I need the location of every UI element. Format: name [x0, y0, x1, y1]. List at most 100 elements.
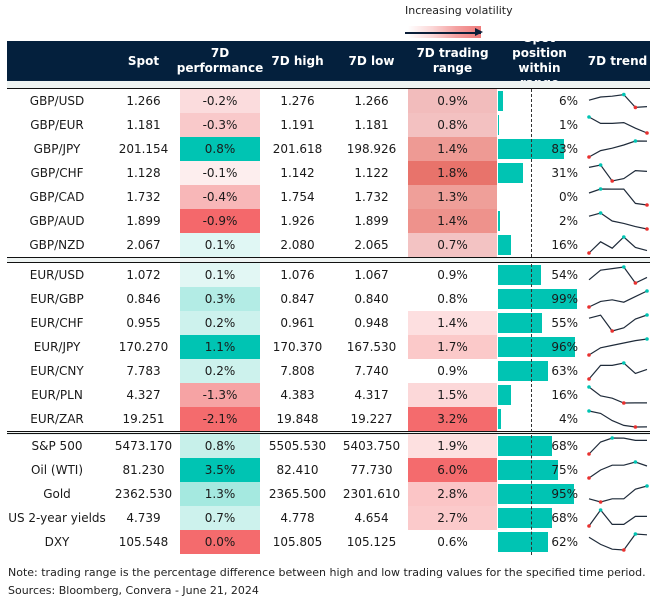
instrument-name: EUR/CHF [30, 316, 84, 330]
table-row: US 2-year yields 4.739 0.7% 4.778 4.654 … [7, 506, 650, 530]
low-value: 0.948 [354, 316, 389, 330]
high-value: 4.383 [280, 388, 315, 402]
low-value: 2301.610 [342, 487, 401, 501]
sparkline [586, 289, 649, 309]
performance-cell: 0.1% [180, 233, 260, 257]
instrument-name: GBP/USD [29, 94, 85, 108]
low-value: 105.125 [346, 535, 397, 549]
position-bar [498, 115, 499, 135]
performance-cell: -0.1% [180, 161, 260, 185]
table-row: EUR/USD 1.072 0.1% 1.076 1.067 0.9% 54% [7, 263, 650, 287]
trend-line [588, 314, 647, 332]
trend-cell [585, 263, 650, 287]
position-bar [498, 265, 542, 285]
performance-cell: 0.1% [180, 263, 260, 287]
low-value: 7.740 [354, 364, 389, 378]
high-value: 5505.530 [268, 439, 327, 453]
sparkline [586, 508, 647, 528]
trend-line [588, 338, 647, 356]
high-value: 201.618 [272, 142, 323, 156]
position-cell: 31% [497, 161, 582, 185]
low-value: 4.654 [354, 511, 389, 525]
instrument-name: DXY [44, 535, 70, 549]
position-cell: 1% [497, 113, 582, 137]
high-value: 1.754 [280, 190, 315, 204]
high-value: 19.848 [276, 412, 319, 426]
position-bar [498, 385, 511, 405]
position-cell: 75% [497, 458, 582, 482]
trend-high-point [598, 163, 602, 167]
position-cell: 6% [497, 89, 582, 113]
trend-low-point [586, 305, 591, 309]
position-bar [498, 508, 553, 528]
instrument-name: GBP/AUD [29, 214, 85, 228]
sparkline [586, 385, 647, 405]
position-label: 31% [551, 166, 578, 180]
position-bar [498, 313, 542, 333]
position-label: 55% [551, 316, 578, 330]
performance-cell: -0.3% [180, 113, 260, 137]
sparkline [586, 235, 647, 255]
position-label: 2% [558, 214, 578, 228]
position-label: 0% [558, 190, 578, 204]
spot-value: 0.955 [126, 316, 161, 330]
trend-line [588, 509, 647, 527]
trend-low-point [586, 353, 591, 357]
range-cell: 1.9% [408, 434, 497, 458]
range-cell: 0.9% [408, 89, 497, 113]
sparkline [586, 409, 647, 429]
table-row: EUR/ZAR 19.251 -2.1% 19.848 19.227 3.2% … [7, 407, 650, 431]
position-label: 54% [551, 268, 578, 282]
position-label: 16% [551, 388, 578, 402]
range-cell: 3.2% [408, 407, 497, 431]
trend-line [588, 437, 647, 455]
trend-high-point [644, 337, 649, 341]
low-value: 1.899 [354, 214, 389, 228]
position-cell: 4% [497, 407, 582, 431]
performance-cell: 1.3% [180, 482, 260, 506]
position-label: 1% [558, 118, 578, 132]
instrument-name: GBP/EUR [30, 118, 84, 132]
table-row: GBP/NZD 2.067 0.1% 2.080 2.065 0.7% 16% [7, 233, 650, 257]
high-value: 4.778 [280, 511, 315, 525]
position-bar [498, 337, 575, 357]
spot-value: 5473.170 [114, 439, 173, 453]
trend-high-point [586, 115, 591, 119]
position-label: 62% [551, 535, 578, 549]
performance-cell: -2.1% [180, 407, 260, 431]
instrument-name: GBP/JPY [33, 142, 81, 156]
low-value: 0.840 [354, 292, 389, 306]
range-cell: 2.7% [408, 506, 497, 530]
table-row: GBP/JPY 201.154 0.8% 201.618 198.926 1.4… [7, 137, 650, 161]
position-bar [498, 409, 502, 429]
trend-line [588, 188, 647, 206]
position-label: 95% [551, 487, 578, 501]
position-cell: 16% [497, 233, 582, 257]
trend-line [588, 362, 647, 380]
trend-low-point [609, 329, 614, 333]
trend-cell [585, 383, 650, 407]
sparkline [588, 265, 647, 285]
table-row: EUR/JPY 170.270 1.1% 170.370 167.530 1.7… [7, 335, 650, 359]
trend-cell [585, 482, 650, 506]
trend-cell [585, 359, 650, 383]
trend-low-point [586, 452, 591, 456]
trend-low-point [586, 251, 591, 255]
performance-cell: -1.3% [180, 383, 260, 407]
position-label: 68% [551, 511, 578, 525]
trend-cell [585, 209, 650, 233]
position-cell: 68% [497, 506, 582, 530]
position-label: 63% [551, 364, 578, 378]
position-cell: 68% [497, 434, 582, 458]
low-value: 5403.750 [342, 439, 401, 453]
trend-line [588, 164, 647, 182]
position-cell: 63% [497, 359, 582, 383]
low-value: 1.067 [354, 268, 389, 282]
high-value: 0.847 [280, 292, 315, 306]
instrument-name: Oil (WTI) [30, 463, 84, 477]
table-row: DXY 105.548 0.0% 105.805 105.125 0.6% 62… [7, 530, 650, 554]
table-row: EUR/GBP 0.846 0.3% 0.847 0.840 0.8% 99% [7, 287, 650, 311]
header-range: 7D trading range [416, 46, 489, 75]
low-value: 19.227 [350, 412, 393, 426]
trend-cell [585, 458, 650, 482]
